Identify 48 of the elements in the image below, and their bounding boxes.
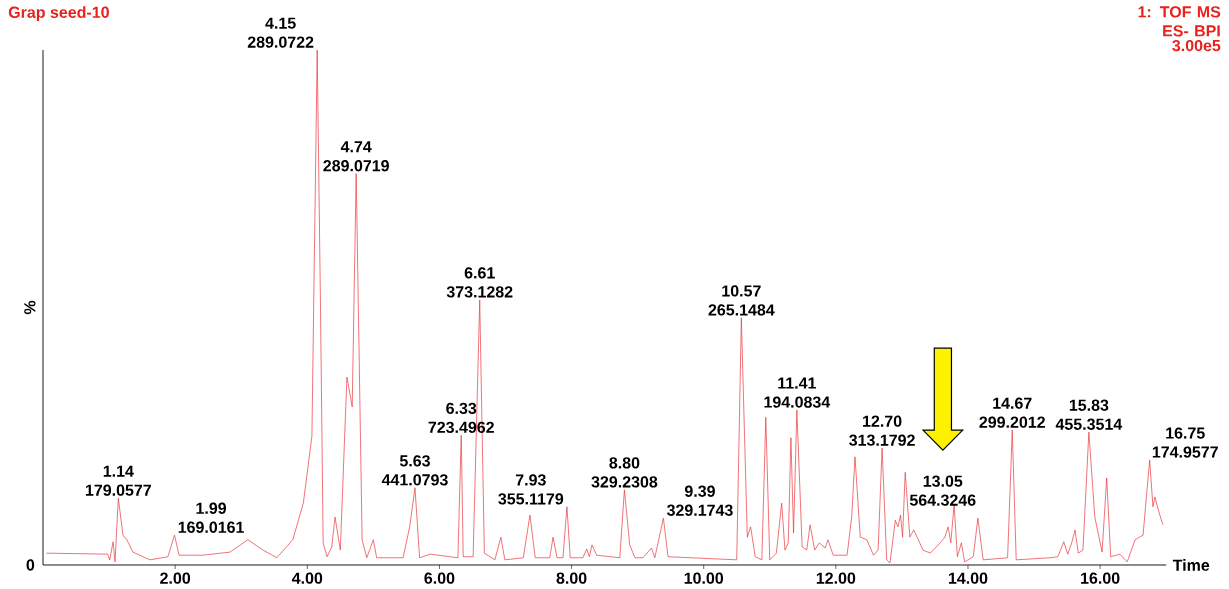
x-tick-label: 2.00: [160, 572, 191, 584]
annotation: 9.39: [684, 485, 715, 497]
annotation: 564.3246: [909, 494, 976, 506]
annotation: 4.15: [265, 17, 296, 29]
annotation: 12.70: [863, 415, 902, 427]
annotation: 373.1282: [446, 286, 513, 298]
x-tick-label: 4.00: [291, 572, 323, 584]
annotation: 174.9577: [1152, 446, 1218, 458]
text: 3.00e5: [1172, 39, 1221, 52]
annotation: 6.33: [446, 402, 477, 414]
annotation: 723.4962: [428, 421, 494, 433]
x-tick-label: 16.00: [1081, 572, 1120, 584]
annotation: 313.1792: [849, 434, 915, 446]
annotation: 16.75: [1166, 427, 1205, 439]
annotation: 13.05: [923, 475, 963, 487]
annotation: 4.74: [340, 141, 372, 153]
annotation: 1.14: [103, 465, 134, 477]
annotation: 7.93: [515, 474, 546, 486]
annotation: 15.83: [1069, 399, 1109, 411]
x-tick-label: 12.00: [816, 572, 856, 584]
text: 0: [26, 559, 35, 571]
chart-title: Grap seed-10: [8, 6, 109, 22]
x-tick-label: 8.00: [556, 572, 587, 584]
annotation: 14.67: [993, 397, 1032, 409]
annotation: 6.61: [464, 267, 495, 279]
x-tick-label: 6.00: [424, 572, 455, 584]
annotation: 299.2012: [979, 416, 1045, 428]
annotation: 265.1484: [708, 304, 775, 316]
annotation: 329.2308: [591, 476, 658, 488]
annotation: 329.1743: [666, 504, 733, 516]
annotation: 289.0719: [323, 160, 389, 172]
annotation: 441.0793: [381, 474, 448, 486]
annotation: 11.41: [778, 377, 816, 389]
annotation: 1.99: [196, 502, 227, 514]
chart-subtitle: 1: TOF MS ES- BPI: [1138, 6, 1221, 37]
annotation: 8.80: [609, 457, 640, 469]
annotation: 179.0577: [85, 484, 151, 496]
y-axis-title: %: [24, 300, 36, 315]
x-tick-label: 10.00: [684, 572, 724, 584]
x-tick-label: 14.00: [948, 572, 988, 584]
annotation: 10.57: [722, 285, 761, 297]
x-axis-title: Time: [1172, 559, 1210, 571]
annotation: 455.3514: [1055, 418, 1123, 430]
annotation: 289.0722: [247, 36, 314, 48]
annotation: 355.1179: [498, 493, 564, 505]
annotation: 169.0161: [178, 521, 244, 533]
annotation: 194.0834: [764, 396, 831, 408]
annotation: 5.63: [399, 455, 430, 467]
